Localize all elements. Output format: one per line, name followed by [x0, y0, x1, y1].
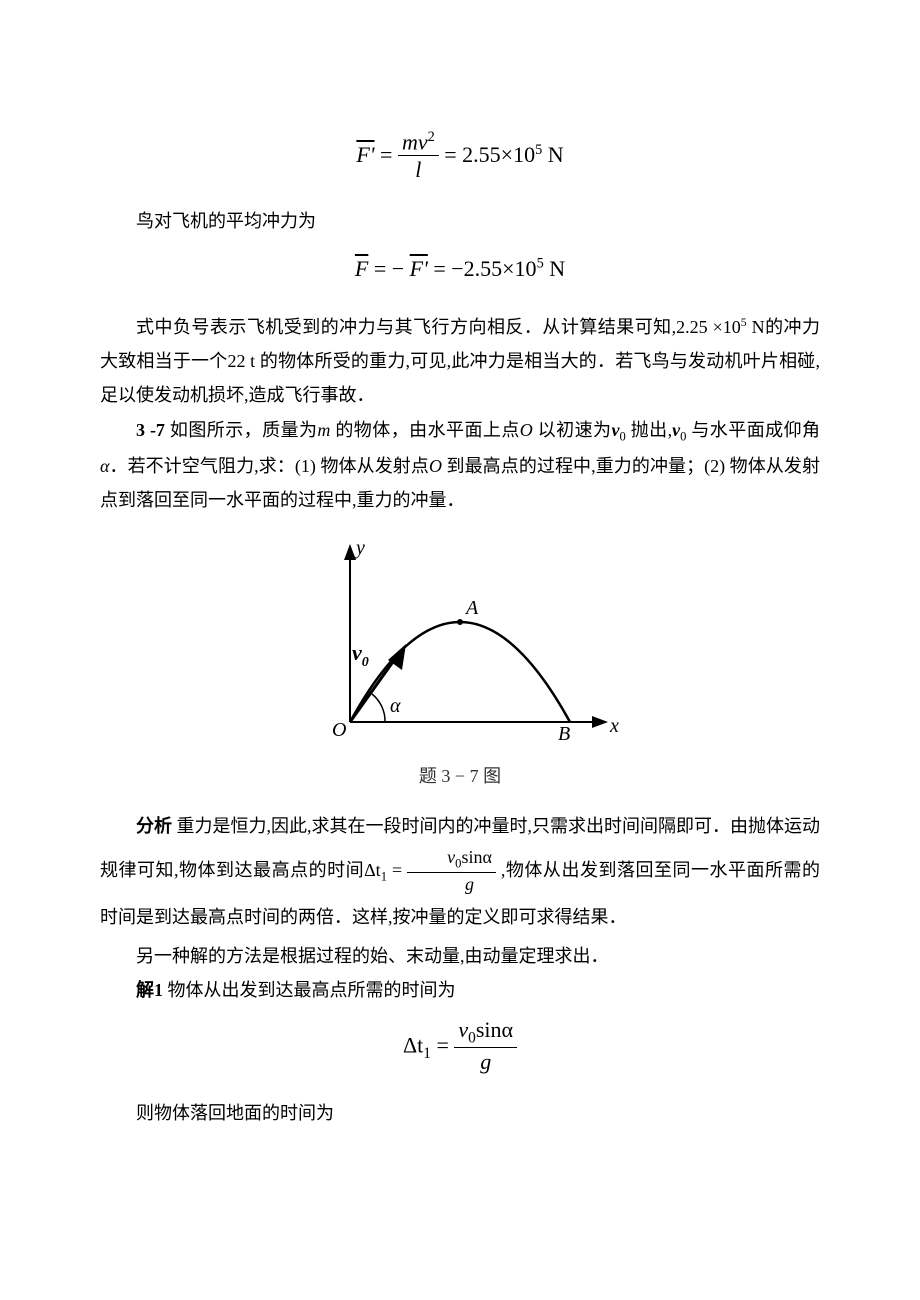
figure-caption: 题 3 − 7 图: [100, 759, 820, 793]
eq2-mid: F': [410, 256, 428, 281]
para-3: 3 -7 如图所示，质量为m 的物体，由水平面上点O 以初速为v0 抛出,v0 …: [100, 413, 820, 518]
x-label: x: [609, 715, 619, 737]
problem-number: 3 -7: [136, 420, 165, 440]
figure-3-7: y x O A B v0 α: [100, 532, 820, 753]
equation-1: F' = mv2 l = 2.55×105 N: [100, 130, 820, 184]
para-1: 鸟对飞机的平均冲力为: [100, 204, 820, 238]
y-label: y: [354, 537, 365, 559]
O-label: O: [332, 719, 346, 741]
eq1-lhs: F': [356, 142, 374, 167]
eq2-lhs: F: [355, 256, 368, 281]
para-analysis: 分析 重力是恒力,因此,求其在一段时间内的冲量时,只需求出时间间隔即可．由抛体运…: [100, 805, 820, 939]
para-2: 式中负号表示飞机受到的冲力与其飞行方向相反．从计算结果可知,2.25 ×105 …: [100, 310, 820, 413]
trajectory-diagram: y x O A B v0 α: [290, 532, 630, 742]
solution-label: 解1: [136, 980, 163, 1000]
A-label: A: [464, 597, 479, 619]
eq1-frac: mv2 l: [398, 130, 439, 184]
v0-label: v0: [352, 640, 369, 670]
para-5: 另一种解的方法是根据过程的始、末动量,由动量定理求出．: [100, 939, 820, 973]
alpha-label: α: [390, 695, 401, 717]
equation-3: Δt1 = v0sinα g: [100, 1018, 820, 1077]
B-label: B: [558, 723, 570, 742]
equation-2: F = − F' = −2.55×105 N: [100, 248, 820, 290]
para-6: 解1 物体从出发到达最高点所需的时间为: [100, 973, 820, 1007]
para-7: 则物体落回地面的时间为: [100, 1096, 820, 1130]
analysis-label: 分析: [136, 816, 172, 836]
